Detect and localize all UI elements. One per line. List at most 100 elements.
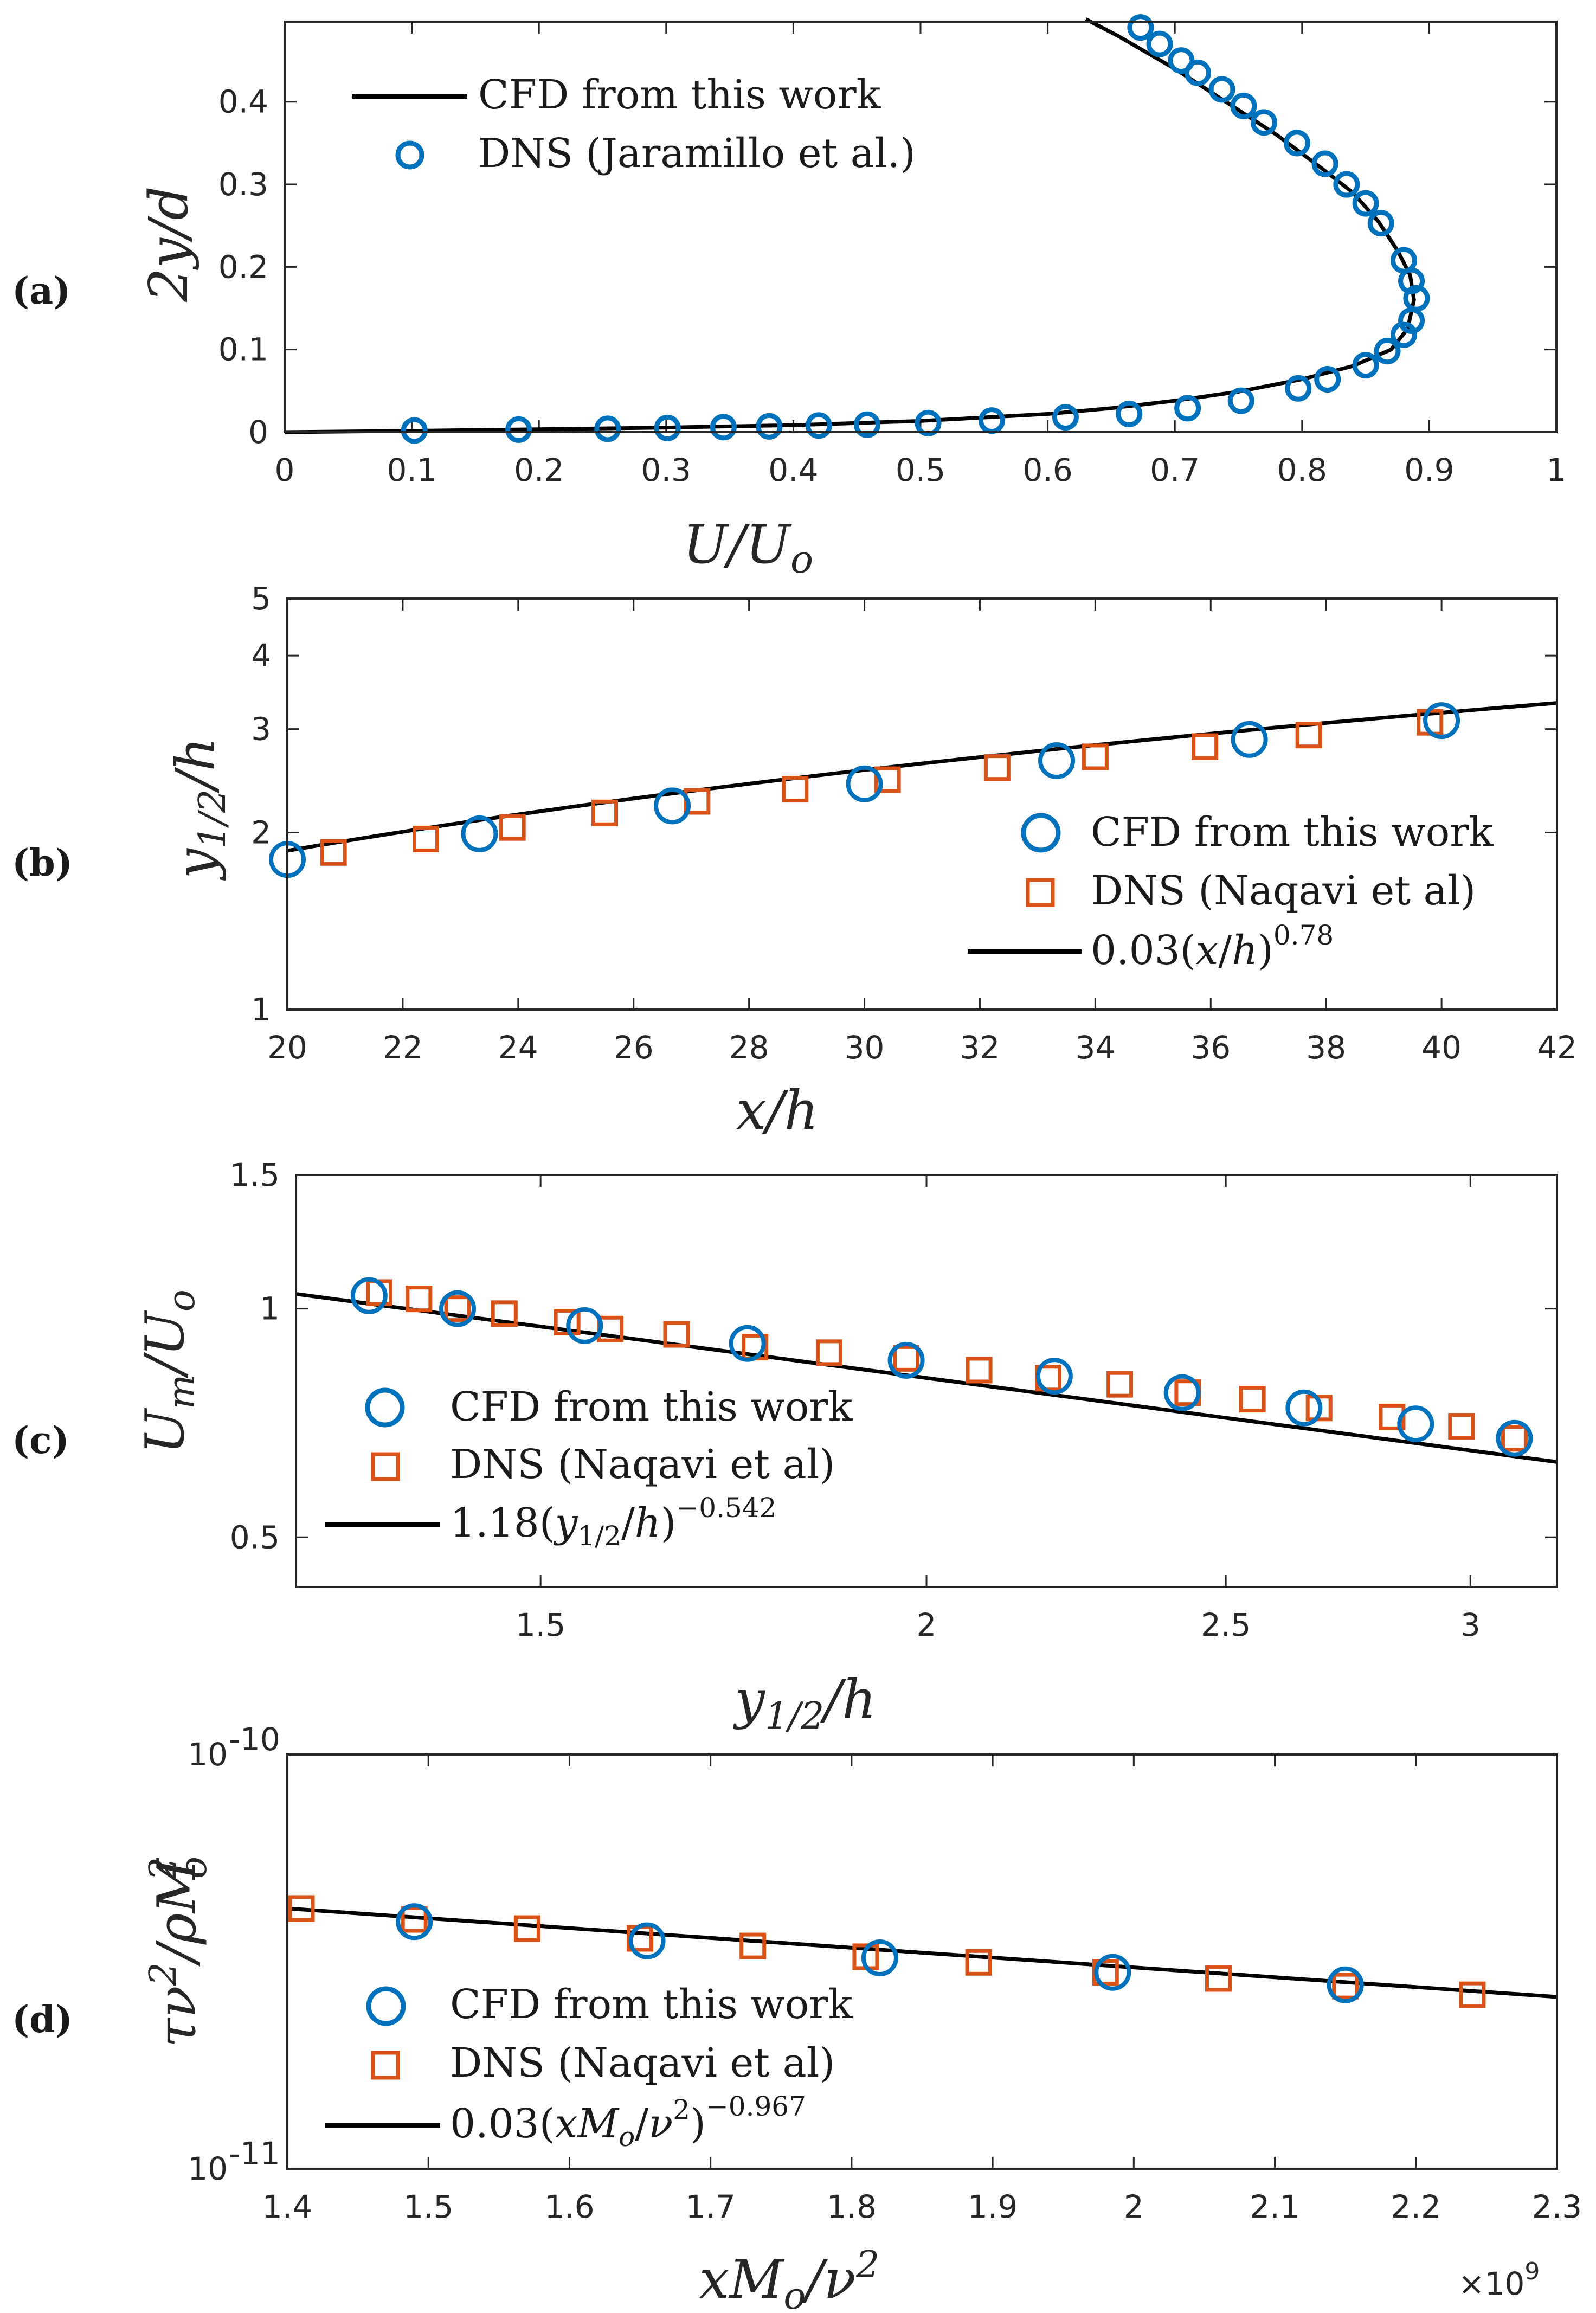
dns-circle-point <box>805 412 832 439</box>
panel-d-series <box>287 1895 1558 2008</box>
dns-circle-point <box>1116 400 1143 427</box>
dns-circle-point <box>654 414 681 441</box>
panel-c-legend: CFD from this work DNS (Naqavi et al) 1.… <box>325 1384 853 1552</box>
cfd-circle-point <box>654 787 691 825</box>
dns-square-point <box>406 1286 433 1313</box>
dns-circle-point <box>1230 92 1257 119</box>
legend-cfd-label: CFD from this work <box>1091 809 1494 856</box>
x-tick-label: 28 <box>729 1029 769 1066</box>
cfd-circle-point <box>729 1325 766 1362</box>
x-tick-label: 2 <box>1124 2188 1144 2225</box>
panel-b-label: (b) <box>12 841 73 885</box>
dns-circle-point <box>594 415 621 442</box>
y-tick-label: 0.4 <box>218 83 268 120</box>
dns-circle-point <box>1390 321 1417 348</box>
dns-square-point <box>1295 722 1322 749</box>
legend-dns-label: DNS (Jaramillo et al.) <box>478 130 916 177</box>
x-tick-label: 40 <box>1421 1029 1462 1066</box>
panel-d-frame <box>286 1753 1558 2170</box>
cfd-circle-point <box>846 765 883 802</box>
dns-square-point <box>815 1339 842 1366</box>
panel-d-legend: CFD from this work DNS (Naqavi et al) 0.… <box>325 1981 853 2153</box>
legend-circle-swatch <box>365 1387 405 1428</box>
dns-circle-point <box>1367 210 1394 237</box>
fit-line <box>287 1906 1558 1999</box>
dns-circle-point <box>1390 247 1417 274</box>
cfd-circle-point <box>566 1307 603 1344</box>
x-tick-label: 2.1 <box>1250 2188 1299 2225</box>
dns-circle-point <box>1311 150 1338 177</box>
x-tick-label: 20 <box>267 1029 307 1066</box>
x-tick-label: 2.2 <box>1391 2188 1441 2225</box>
x-tick-label: 24 <box>498 1029 538 1066</box>
dns-circle-point <box>1352 190 1379 217</box>
dns-square-point <box>513 1915 540 1942</box>
panel-d-x-multiplier: ×109 <box>1458 2258 1540 2302</box>
cfd-circle-point <box>350 1277 388 1314</box>
x-tick-label: 2.3 <box>1532 2188 1582 2225</box>
x-tick-label: 0.9 <box>1404 452 1454 489</box>
y-tick-label: 5 <box>251 580 271 617</box>
x-tick-label: 1.6 <box>544 2188 594 2225</box>
cfd-circle-point <box>1035 1358 1073 1395</box>
y-tick-label: 0.1 <box>218 331 268 368</box>
panel-c-frame <box>295 1174 1558 1588</box>
dns-square-point <box>554 1308 581 1335</box>
y-tick-label: 1.5 <box>230 1156 280 1193</box>
panel-a-frame <box>284 21 1558 433</box>
legend-circle-swatch <box>1021 813 1061 853</box>
dns-circle-point <box>1333 171 1360 198</box>
x-tick-label: 0.7 <box>1150 452 1200 489</box>
panel-b-frame <box>286 597 1558 1011</box>
dns-square-point <box>320 839 347 866</box>
x-tick-label: 1 <box>1547 452 1567 489</box>
cfd-circle-point <box>861 1939 898 1976</box>
panel-b-series <box>269 701 1558 878</box>
dns-square-point <box>1092 1959 1119 1986</box>
legend-cfd-label: CFD from this work <box>450 1981 853 2028</box>
dns-circle-point <box>978 407 1005 434</box>
y-tick-label: 3 <box>251 711 271 748</box>
dns-square-point <box>1459 1981 1486 2008</box>
x-tick-label: 1.4 <box>262 2188 312 2225</box>
x-tick-label: 38 <box>1306 1029 1346 1066</box>
x-tick-label: 0.6 <box>1022 452 1072 489</box>
legend-cfd-label: CFD from this work <box>478 72 881 118</box>
dns-square-point <box>739 1932 767 1959</box>
legend-square-swatch <box>371 2051 400 2080</box>
dns-circle-point <box>1250 109 1277 136</box>
x-tick-label: 30 <box>845 1029 885 1066</box>
dns-circle-point <box>1052 404 1079 431</box>
dns-square-point <box>491 1300 518 1327</box>
dns-circle-point <box>1374 338 1401 365</box>
dns-circle-point <box>710 414 737 441</box>
panel-c-ticks: 1.5 2 2.5 3 0.5 1 1.5 <box>230 1156 1557 1643</box>
cfd-line <box>284 17 1416 434</box>
x-tick-label: 36 <box>1190 1029 1231 1066</box>
y-tick-label-exponent: -10 <box>229 1721 280 1758</box>
fit-line <box>295 1292 1558 1464</box>
y-tick-label: 1 <box>260 1290 280 1327</box>
dns-square-point <box>983 754 1011 781</box>
panel-c: (c) Um/Uo y1/2/h 1.5 2 2.5 3 0.5 1 1.5 CFD fro… <box>12 1156 1558 1738</box>
dns-circle-point <box>1403 285 1430 312</box>
dns-circle-point <box>1174 395 1201 422</box>
dns-square-point <box>499 814 526 841</box>
y-tick-label: 4 <box>251 637 271 674</box>
y-tick-label: 0.5 <box>230 1519 280 1556</box>
legend-fit-label: 0.03(xMo/ν2)−0.967 <box>450 2091 806 2153</box>
x-tick-label: 2 <box>917 1607 937 1643</box>
dns-circle-point <box>1314 366 1341 393</box>
fit-line <box>287 701 1558 853</box>
dns-square-point <box>412 825 439 852</box>
cfd-circle-point <box>1163 1374 1201 1411</box>
cfd-circle-point <box>461 815 498 852</box>
cfd-circle-point <box>1327 1966 1364 2003</box>
panel-a-label: (a) <box>12 269 70 313</box>
panel-d-xlabel: xMo/ν2 <box>699 2244 879 2313</box>
panel-d-ylabel: τν2/ρM2o <box>142 1856 215 2047</box>
dns-square-point <box>1205 1965 1232 1992</box>
legend-dns-label: DNS (Naqavi et al) <box>450 1441 835 1488</box>
dns-circle-point <box>756 413 783 440</box>
